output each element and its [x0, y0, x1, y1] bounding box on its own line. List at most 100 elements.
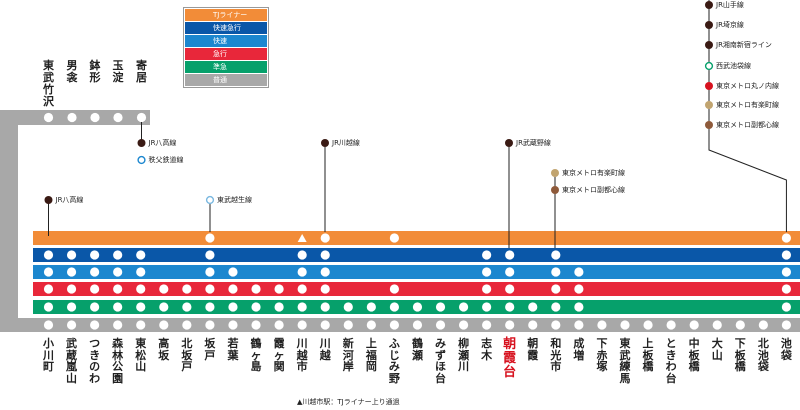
- stop-dot: [389, 233, 399, 243]
- stop-dot: [43, 320, 54, 330]
- station-name: 若葉: [227, 337, 239, 362]
- station-name: 下赤塚: [596, 337, 608, 373]
- stop-dot: [320, 267, 330, 277]
- connection-dot-icon: [705, 121, 713, 129]
- stop-dot: [551, 302, 561, 312]
- pass-marker-icon: [297, 234, 307, 242]
- stop-dot: [551, 284, 561, 294]
- station-name: 柳瀬川: [458, 337, 470, 373]
- station-name: 成増: [573, 337, 585, 362]
- stop-dot: [159, 302, 169, 312]
- connection-label: 東京メトロ丸ノ内線: [716, 82, 779, 90]
- connection-label: 東京メトロ有楽町線: [562, 169, 625, 177]
- station-name: 朝霞: [527, 337, 539, 362]
- legend-label: 準急: [213, 63, 227, 71]
- stop-dot: [297, 320, 307, 330]
- stop-dot: [320, 233, 330, 243]
- stop-dot: [366, 320, 376, 330]
- stop-dot: [90, 267, 100, 277]
- connection-dot-icon: [137, 139, 146, 147]
- connection-dot-icon: [505, 139, 513, 147]
- stop-dot: [482, 267, 492, 277]
- station-name: 中板橋: [688, 337, 700, 373]
- stop-dot: [781, 233, 792, 243]
- stop-dot: [136, 250, 146, 260]
- legend-item-express: 急行: [185, 48, 267, 60]
- connection-label: 東武越生線: [217, 196, 252, 204]
- stop-dot: [343, 302, 353, 312]
- stop-dot: [620, 320, 630, 330]
- connection-ring-icon: [137, 155, 146, 165]
- connection-dot-icon: [705, 21, 713, 29]
- station-name-highlight: 朝霞台: [503, 337, 517, 380]
- stop-dot: [274, 320, 284, 330]
- stop-dot: [205, 320, 215, 330]
- stop-dot: [712, 320, 722, 330]
- stop-dot: [435, 320, 446, 330]
- legend: TJライナー 快速急行 快速 急行 準急 普通: [183, 7, 269, 88]
- stop-dot: [781, 302, 792, 312]
- stop-dot: [297, 284, 307, 294]
- stop-dot: [781, 284, 792, 294]
- station-name: 北坂戸: [181, 337, 193, 373]
- connection-dot-icon: [705, 82, 713, 90]
- footnote: ▲川越市駅：TJライナー上り通過: [297, 398, 400, 406]
- stop-dot: [643, 320, 653, 330]
- stop-dot: [781, 267, 792, 277]
- stop-dot: [482, 250, 492, 260]
- connection-label: 東京メトロ副都心線: [562, 186, 625, 194]
- stop-dot: [136, 320, 146, 330]
- connection-label: JR八高線: [55, 196, 84, 204]
- stop-dot: [574, 302, 584, 312]
- legend-item-local: 普通: [185, 74, 267, 86]
- stop-dot: [113, 250, 123, 260]
- connection-line: [708, 0, 787, 232]
- connection-label: 東京メトロ副都心線: [716, 121, 779, 129]
- stop-dot: [320, 250, 330, 260]
- stop-dot: [113, 284, 123, 294]
- stop-dot: [90, 284, 100, 294]
- station-name: 東武練馬: [619, 337, 631, 385]
- station-name: 森林公園: [112, 337, 124, 385]
- stop-dot: [389, 320, 399, 330]
- station-name: 霞ヶ関: [273, 337, 285, 373]
- stop-dot: [297, 302, 307, 312]
- stop-dot: [574, 320, 584, 330]
- connection-dot-icon: [551, 186, 559, 194]
- stop-dot: [389, 302, 399, 312]
- service-band-快速: [33, 265, 800, 279]
- stop-dot: [343, 320, 353, 330]
- stop-dot: [458, 302, 469, 312]
- legend-label: 快速急行: [213, 24, 241, 32]
- stop-dot: [297, 250, 307, 260]
- station-name: 鶴瀬: [411, 337, 423, 362]
- stop-dot: [113, 112, 123, 123]
- connection-label: 秩父鉄道線: [148, 156, 184, 164]
- stop-dot: [274, 284, 284, 294]
- stop-dot: [482, 320, 492, 330]
- stop-dot: [43, 284, 54, 294]
- stop-dot: [389, 284, 399, 294]
- legend-item-semi-express: 準急: [185, 61, 267, 73]
- stop-dot: [528, 320, 538, 330]
- stop-dot: [251, 284, 261, 294]
- stop-dot: [597, 320, 607, 330]
- stop-dot: [43, 250, 54, 260]
- connection-dot-icon: [705, 101, 713, 109]
- connection-label: 西武池袋線: [716, 62, 751, 70]
- legend-label: 快速: [213, 37, 227, 45]
- station-name: つきのわ: [89, 337, 101, 385]
- connection-ring-icon: [205, 195, 215, 205]
- stop-dot: [228, 302, 238, 312]
- stop-dot: [689, 320, 699, 330]
- stop-dot: [297, 267, 307, 277]
- station-name: 上福岡: [365, 337, 377, 373]
- stop-dot: [67, 112, 77, 123]
- local-line: [0, 110, 800, 332]
- stop-dot: [136, 284, 146, 294]
- station-name: 大山: [711, 337, 723, 362]
- legend-label: 急行: [213, 50, 227, 58]
- stop-dot: [182, 320, 192, 330]
